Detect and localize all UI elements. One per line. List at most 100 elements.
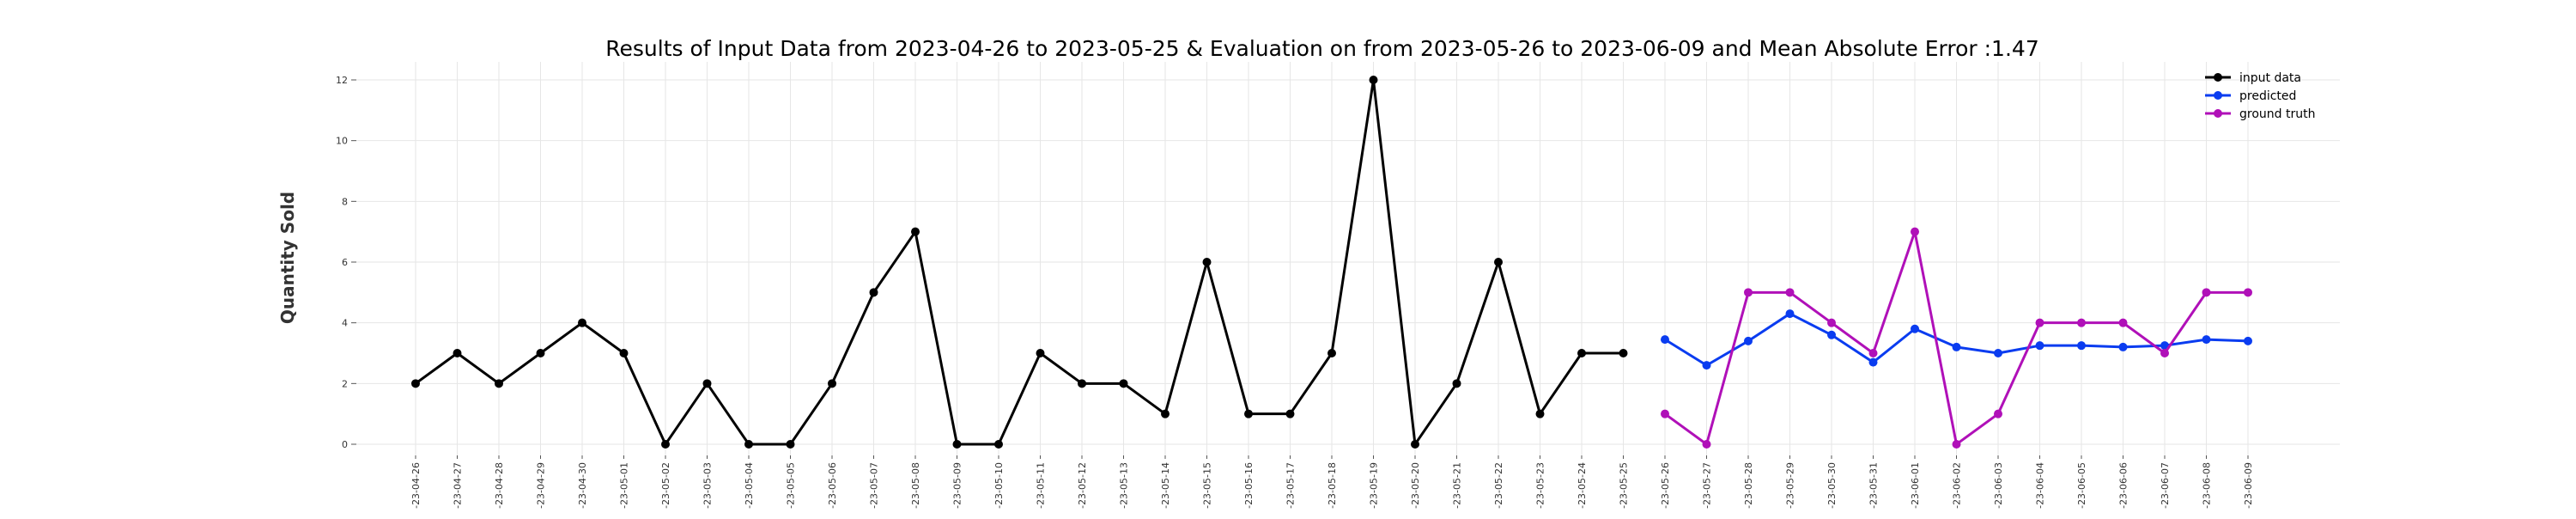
data-point (453, 349, 462, 357)
x-tick-label: -23-05-08 (910, 462, 921, 509)
data-point (1327, 349, 1336, 357)
y-tick-label: 12 (336, 75, 348, 86)
data-point (1994, 349, 2002, 357)
x-tick-label: -23-05-25 (1619, 462, 1630, 509)
data-point (1868, 349, 1878, 357)
data-point (1744, 336, 1753, 345)
data-point (1702, 361, 1711, 370)
data-point (869, 288, 878, 297)
y-tick-label: 4 (342, 318, 348, 329)
data-point (1827, 318, 1836, 327)
data-point (1494, 258, 1503, 266)
data-point (1619, 349, 1628, 357)
x-tick-label: -23-06-07 (2160, 462, 2171, 509)
data-point (1952, 440, 1961, 449)
data-point (411, 379, 420, 388)
data-point (1577, 349, 1586, 357)
x-tick-label: -23-05-19 (1369, 462, 1380, 509)
y-tick-label: 6 (342, 257, 348, 268)
data-point (828, 379, 836, 388)
data-point (1661, 335, 1669, 345)
x-tick-label: -23-04-29 (536, 462, 547, 509)
x-tick-label: -23-05-27 (1702, 462, 1713, 509)
x-tick-label: -23-06-01 (1910, 462, 1921, 509)
x-tick-label: -23-04-30 (577, 462, 588, 509)
data-point (1202, 258, 1212, 266)
data-point (786, 440, 795, 449)
data-point (619, 349, 629, 357)
legend-label: ground truth (2239, 107, 2315, 121)
x-tick-label: -23-05-13 (1119, 462, 1130, 509)
data-point (911, 227, 920, 236)
y-axis-ticks: 0 2 4 6 8 10 12 (336, 75, 356, 450)
series-line (415, 78, 1624, 446)
data-point (1411, 440, 1419, 449)
x-tick-label: -23-05-04 (744, 462, 755, 509)
data-point (1661, 409, 1669, 418)
x-tick-label: -23-05-01 (619, 462, 630, 509)
data-point (578, 318, 586, 327)
x-tick-label: -23-05-02 (660, 462, 671, 509)
data-point (1911, 324, 1919, 333)
data-point (1036, 349, 1045, 357)
x-tick-label: -23-05-12 (1077, 462, 1088, 509)
x-tick-label: -23-05-20 (1410, 462, 1421, 509)
x-tick-label: -23-05-15 (1202, 462, 1213, 509)
data-point (2160, 341, 2169, 351)
y-tick-label: 2 (342, 378, 348, 389)
data-point (1785, 309, 1795, 319)
legend-marker (2214, 91, 2222, 100)
data-point (744, 440, 753, 449)
x-tick-label: -23-06-06 (2118, 462, 2129, 509)
legend: input data predicted ground truth (2205, 71, 2315, 121)
data-point (2244, 288, 2252, 297)
data-point (952, 440, 962, 449)
data-point (1161, 409, 1170, 418)
data-point (2035, 318, 2044, 327)
x-tick-label: -23-06-04 (2035, 462, 2046, 509)
data-point (702, 379, 712, 388)
x-tick-label: -23-05-22 (1493, 462, 1504, 509)
y-tick-label: 10 (336, 136, 348, 147)
legend-marker (2214, 109, 2222, 118)
data-point (495, 379, 503, 388)
data-point (2035, 341, 2044, 351)
data-point (1994, 409, 2002, 418)
x-axis-ticks: -23-04-26 -23-04-27 -23-04-28 -23-04-29 -23-… (410, 455, 2254, 509)
x-tick-label: -23-05-05 (786, 462, 797, 509)
x-tick-label: -23-05-10 (993, 462, 1005, 509)
data-point (1535, 409, 1545, 418)
x-tick-label: -23-05-23 (1535, 462, 1546, 509)
data-point (1744, 288, 1753, 297)
x-tick-label: -23-05-28 (1743, 462, 1754, 509)
data-point (2118, 318, 2128, 327)
data-point (1702, 440, 1711, 449)
x-tick-label: -23-06-03 (1993, 462, 2004, 509)
legend-label: predicted (2239, 89, 2296, 103)
data-point (2202, 288, 2211, 297)
x-tick-label: -23-06-09 (2243, 462, 2254, 509)
y-axis-label: Quantity Sold (277, 192, 298, 324)
data-point (536, 349, 545, 357)
data-point (2077, 318, 2086, 327)
x-tick-label: -23-05-26 (1660, 462, 1671, 509)
x-tick-label: -23-06-08 (2202, 462, 2213, 509)
data-point (2077, 341, 2086, 351)
x-tick-label: -23-06-02 (1952, 462, 1963, 509)
data-point (1952, 342, 1961, 351)
legend-marker (2214, 73, 2222, 82)
data-point (1078, 379, 1086, 388)
data-point (1911, 227, 1919, 236)
x-tick-label: -23-04-28 (494, 462, 505, 509)
data-point (2202, 335, 2211, 345)
x-tick-label: -23-05-17 (1285, 462, 1297, 509)
x-tick-label: -23-05-16 (1243, 462, 1255, 509)
x-tick-label: -23-04-26 (410, 462, 422, 509)
legend-label: input data (2239, 71, 2301, 85)
data-point (2160, 349, 2169, 357)
x-tick-label: -23-05-24 (1577, 462, 1588, 509)
x-tick-label: -23-05-30 (1826, 462, 1838, 509)
data-point (994, 440, 1003, 449)
